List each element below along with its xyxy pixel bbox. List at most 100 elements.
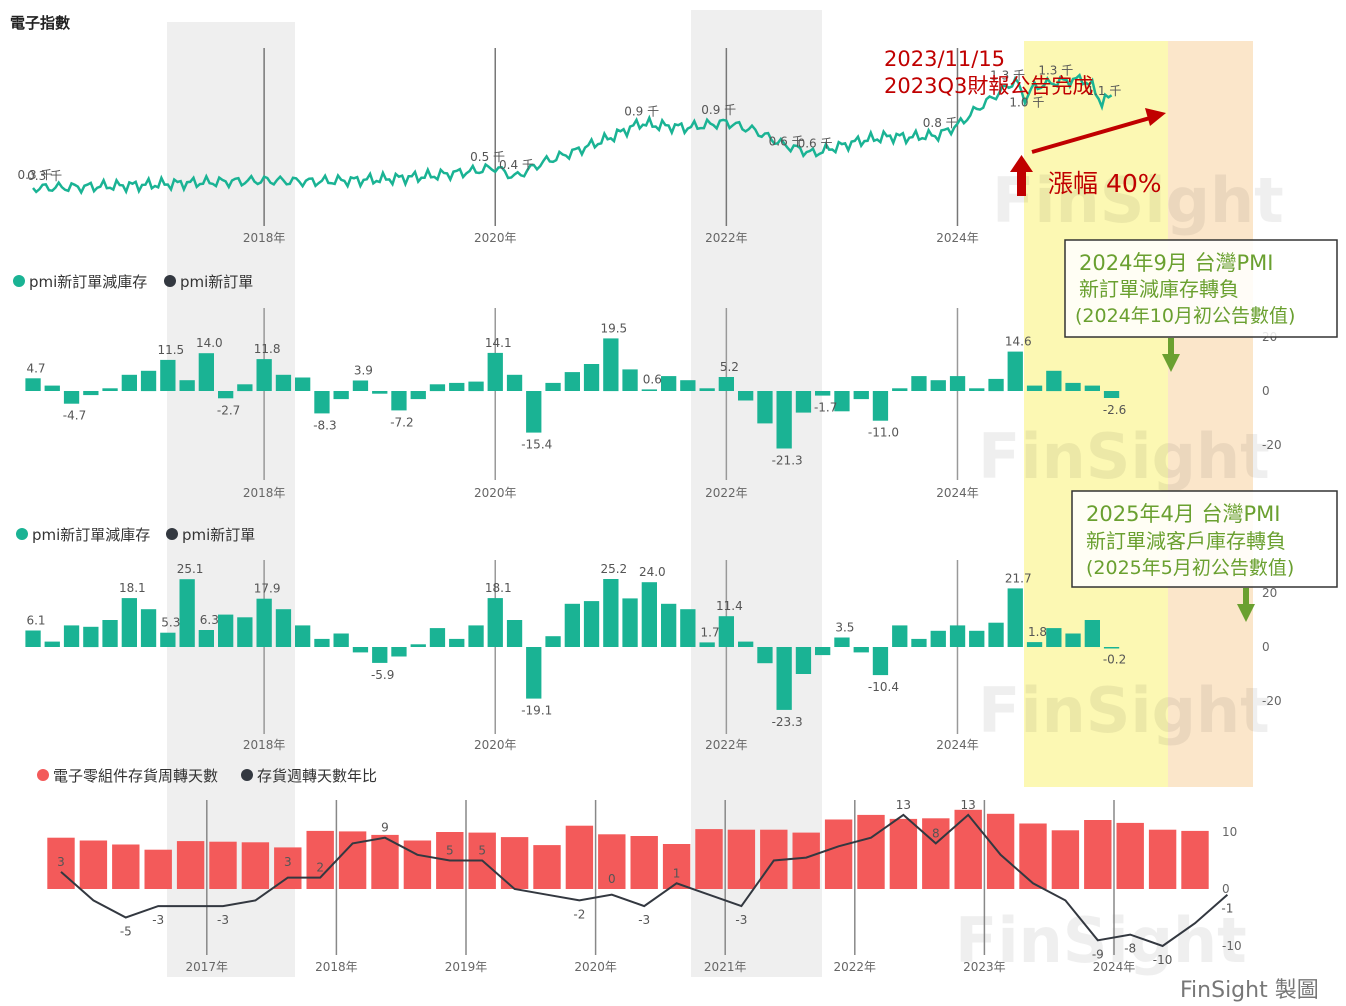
inventory-bar [1148, 829, 1177, 889]
pmi-bar [121, 598, 137, 647]
y-tick-label: 0 [1262, 384, 1270, 398]
note1-arrow-shaft [1168, 338, 1174, 356]
pmi-bar [1103, 391, 1120, 398]
pmi-bar [892, 388, 908, 391]
pmi-bar [815, 647, 831, 656]
yoy-line [60, 813, 1229, 948]
pmi-bar [256, 359, 272, 391]
legend-panel-3[interactable]: pmi新訂單減庫存 pmi新訂單 [16, 526, 255, 544]
inventory-bar [857, 814, 885, 889]
data-label: 1.0 千 [1009, 96, 1044, 110]
pmi-bar [526, 647, 542, 699]
data-label: 0 [608, 872, 616, 886]
y-tick-label: 10 [1222, 825, 1237, 839]
pmi-bar [333, 633, 349, 647]
data-label: 17.9 [254, 582, 281, 596]
data-label: -9 [1092, 947, 1104, 961]
inventory-bar [598, 834, 626, 889]
pmi-bar [372, 391, 388, 394]
x-tick-label: 2024年 [936, 738, 979, 752]
legend-panel-2[interactable]: pmi新訂單減庫存 pmi新訂單 [13, 273, 253, 291]
pmi-bar [391, 391, 407, 411]
pmi-bar [583, 364, 600, 391]
pmi-bar [1046, 370, 1062, 392]
note2-arrow-shaft [1243, 588, 1249, 606]
pmi-bar [449, 382, 465, 391]
pmi-bar [44, 641, 60, 647]
pmi-bar [680, 380, 696, 391]
inventory-bar [1084, 820, 1112, 889]
data-label: -3 [638, 913, 650, 927]
pmi-bar [853, 647, 869, 653]
x-tick-label: 2018年 [243, 486, 286, 500]
watermark-logo: FinSight [992, 164, 1284, 237]
data-label: 1 [673, 866, 681, 880]
data-label: 18.1 [485, 581, 512, 595]
shade-band [691, 10, 822, 977]
gain-label: 漲幅 40% [1048, 169, 1162, 198]
pmi-bar [256, 598, 272, 647]
y-tick-label: 20 [1262, 586, 1277, 600]
data-label: 11.8 [254, 342, 281, 356]
watermark-logo: FinSight [978, 674, 1270, 747]
index-line-panel: 2018年 2020年 2022年 2024年 0.3 千0.3 千 0.5 千0.4 千… [18, 48, 1121, 245]
pmi-bar [218, 391, 234, 399]
legend-dot-teal [13, 275, 25, 287]
pmi-bar [506, 374, 523, 391]
data-label: -4.7 [63, 409, 86, 423]
pmi-bar [795, 647, 812, 674]
data-label: -3 [735, 913, 747, 927]
x-tick-label: 2022年 [834, 960, 877, 974]
data-label: 19.5 [600, 321, 627, 335]
data-label: -21.3 [772, 454, 803, 468]
pmi-bar [487, 352, 503, 391]
data-label: -23.3 [772, 715, 803, 729]
report-annotation: 2023/11/15 2023Q3財報公告完成 漲幅 40% [884, 47, 1166, 198]
legend-label-2: 存貨週轉天數年比 [257, 767, 377, 785]
pmi-bar [718, 616, 734, 647]
legend-panel-4[interactable]: 電子零組件存貨周轉天數 存貨週轉天數年比 [37, 767, 377, 785]
pmi-bar [776, 391, 792, 449]
data-label: 3.5 [835, 621, 854, 635]
inventory-bar [662, 844, 691, 889]
legend-dot-dark [166, 528, 178, 540]
pmi-bar [429, 384, 446, 392]
data-label: 21.7 [1005, 571, 1032, 585]
pmi-bar-panel-1: 2018年2020年2022年2024年200-204.7-4.711.514.… [25, 308, 1282, 500]
data-label: 18.1 [119, 581, 146, 595]
inventory-bar [176, 841, 205, 889]
index-line [32, 73, 1113, 196]
legend-dot-red [37, 769, 49, 781]
x-tick-label: 2017年 [186, 960, 229, 974]
pmi-bar [911, 376, 927, 391]
data-label: -1.7 [814, 401, 837, 415]
data-label: 3 [284, 855, 292, 869]
data-label: -1 [1221, 902, 1233, 916]
pmi-bar [911, 638, 927, 647]
data-label: 5.3 [161, 616, 180, 630]
data-label: -10 [1153, 953, 1173, 967]
data-label: 24.0 [639, 565, 666, 579]
data-label: -11.0 [868, 426, 899, 440]
inventory-bar [533, 845, 561, 889]
pmi-bar [738, 391, 754, 401]
legend-label-1: pmi新訂單減庫存 [29, 273, 147, 291]
pmi-bar [449, 638, 465, 647]
pmi-bar [275, 609, 292, 647]
note2-arrow-head [1237, 604, 1255, 622]
data-label: 25.1 [177, 562, 204, 576]
pmi-bar [63, 625, 80, 647]
x-tick-label: 2018年 [243, 231, 286, 245]
data-label: 0.8 千 [923, 116, 958, 130]
pmi-bar [1007, 588, 1023, 647]
legend-label-1: pmi新訂單減庫存 [32, 526, 150, 544]
data-label: -7.2 [390, 415, 413, 429]
pmi-bar [487, 598, 503, 647]
pmi-bar [872, 391, 889, 421]
data-label: 0.5 千 [470, 150, 505, 164]
pmi-bar [795, 391, 812, 413]
inventory-bar [565, 825, 594, 889]
x-tick-label: 2023年 [963, 960, 1006, 974]
data-label: 6.3 [200, 613, 219, 627]
